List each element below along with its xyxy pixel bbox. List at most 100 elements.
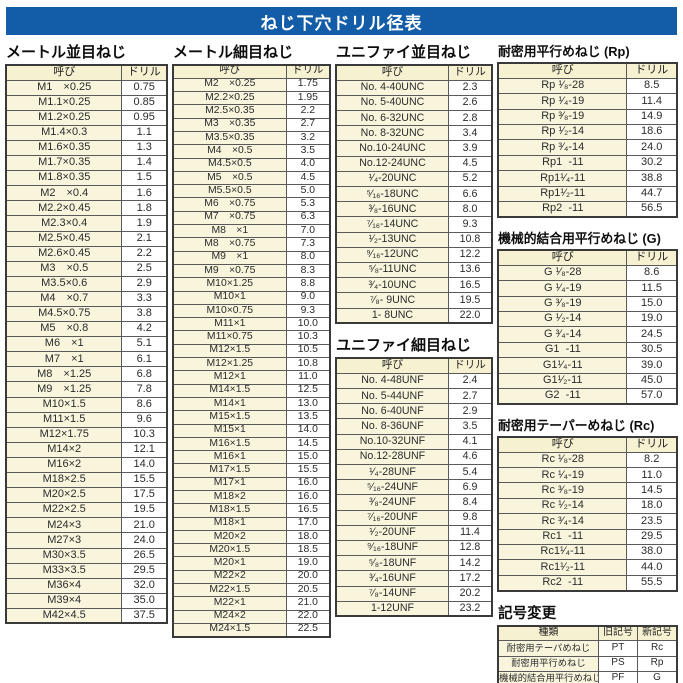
designation-cell: M7 ×1: [5, 351, 123, 368]
header-row: 呼び ドリル: [497, 436, 678, 453]
drill-value-cell: 12.8: [447, 539, 493, 557]
designation-cell: M9 ×1.25: [5, 381, 123, 398]
designation-cell: ¹⁄₄-28UNF: [335, 463, 449, 481]
table-row: M2.6×0.45 2.2: [5, 245, 168, 262]
table-row: Rc1¹⁄₄-11 38.0: [497, 544, 678, 561]
drill-value-cell: 4.1: [447, 433, 493, 450]
drill-value-cell: 4.2: [121, 321, 168, 338]
column-header: 呼び: [497, 436, 628, 453]
drill-value-cell: 2.2: [285, 104, 331, 119]
table-row: M10×1 9.0: [172, 290, 331, 305]
drill-value-cell: 8.3: [285, 263, 331, 279]
table-row: M22×1.5 20.5: [172, 583, 331, 598]
drill-value-cell: 16.5: [447, 277, 493, 294]
drill-value-cell: 20.0: [285, 569, 331, 585]
table-row: M7 ×0.75 6.3: [172, 210, 331, 226]
column-metric-coarse: メートル並目ねじ 呼び ドリル M1 ×0.25 0.75 M1.1×0.25 0.85 M…: [5, 40, 169, 625]
section-symbol-change: 記号変更 種類 旧記号 新記号 耐密用テーパめねじ PT Rc 耐密用平行めねじ PS Rp 機械…: [497, 601, 678, 683]
drill-value-cell: G: [637, 670, 678, 683]
drill-value-cell: 16.5: [285, 503, 331, 518]
designation-cell: M4.5×0.5: [172, 157, 287, 172]
column-header: ドリル: [626, 62, 678, 79]
drill-value-cell: PT: [597, 640, 639, 657]
table-row: No. 4-48UNF 2.4: [335, 372, 493, 390]
drill-value-cell: 16.0: [285, 476, 331, 492]
drill-value-cell: 5.1: [121, 336, 168, 353]
table-row: M8 ×0.75 7.3: [172, 237, 331, 252]
designation-cell: M1.2×0.25: [5, 109, 123, 126]
table-row: Rp ¹⁄₄-19 11.4: [497, 93, 678, 110]
table-row: ⁵⁄₁₆-24UNF 6.9: [335, 479, 493, 496]
designation-cell: ³⁄₄-16UNF: [335, 570, 449, 587]
designation-cell: Rp ¹⁄₂-14: [497, 124, 628, 141]
drill-value-cell: 12.5: [285, 383, 331, 398]
designation-cell: M15×1.5: [172, 410, 287, 425]
table-row: G ¹⁄₂-14 19.0: [497, 310, 678, 328]
table-row: G2 -11 57.0: [497, 387, 678, 405]
designation-cell: M16×1.5: [172, 436, 287, 452]
unified-coarse-table: 呼び ドリル No. 4-40UNC 2.3 No. 5-40UNC 2.6 No. 6-3…: [335, 64, 494, 325]
table-row: ⁵⁄₁₆-18UNC 6.6: [335, 185, 493, 203]
drill-value-cell: 10.8: [447, 231, 493, 248]
drill-value-cell: 29.5: [626, 528, 678, 546]
table-row: M1 ×0.25 0.75: [5, 79, 168, 96]
drill-value-cell: 3.3: [121, 290, 168, 308]
drill-value-cell: 10.5: [285, 343, 331, 359]
designation-cell: M2.2×0.45: [5, 200, 123, 217]
table-row: M5 ×0.5 4.5: [172, 170, 331, 186]
drill-value-cell: 1.6: [121, 185, 168, 202]
designation-cell: G ¹⁄₄-19: [497, 280, 628, 297]
drill-value-cell: 12.2: [447, 246, 493, 263]
drill-value-cell: 7.0: [285, 224, 331, 239]
drill-value-cell: 0.75: [121, 79, 168, 96]
designation-cell: M1.1×0.25: [5, 94, 123, 111]
designation-cell: Rc1¹⁄₂-11: [497, 559, 628, 576]
designation-cell: ³⁄₈-16UNC: [335, 201, 449, 218]
drill-value-cell: 35.0: [121, 592, 168, 609]
designation-cell: M24×1.5: [172, 622, 287, 638]
designation-cell: M8 ×1.25: [5, 366, 123, 383]
drill-value-cell: 0.95: [121, 109, 168, 126]
drill-value-cell: 18.6: [626, 124, 678, 141]
table-row: Rp1 -11 30.2: [497, 154, 678, 172]
table-row: G1¹⁄₄-11 39.0: [497, 357, 678, 374]
designation-cell: M5 ×0.5: [172, 170, 287, 186]
designation-cell: M2.5×0.45: [5, 230, 123, 247]
drill-value-cell: 4.0: [285, 157, 331, 172]
designation-cell: M18×2.5: [5, 472, 123, 489]
table-row: M12×1.75 10.3: [5, 426, 168, 443]
drill-value-cell: 45.0: [626, 372, 678, 389]
drill-value-cell: 1.95: [285, 91, 331, 106]
designation-cell: ⁹⁄₁₆-18UNF: [335, 539, 449, 557]
designation-cell: M4 ×0.7: [5, 290, 123, 308]
metric-coarse-table: 呼び ドリル M1 ×0.25 0.75 M1.1×0.25 0.85 M1.2×0.25 0…: [5, 64, 169, 625]
table-row: M1.6×0.35 1.3: [5, 139, 168, 157]
header-row: 呼び ドリル: [335, 357, 493, 374]
section-unified-fine: ユニファイ細目ねじ 呼び ドリル No. 4-48UNF 2.4 No. 5-44UNF…: [335, 333, 494, 618]
header-row: 呼び ドリル: [335, 64, 493, 81]
table-row: M20×2 18.0: [172, 529, 331, 545]
table-row: G ³⁄₈-19 15.0: [497, 295, 678, 312]
designation-cell: M17×1.5: [172, 463, 287, 478]
designation-cell: M11×1: [172, 317, 287, 332]
table-row: M2 ×0.25 1.75: [172, 77, 331, 93]
drill-value-cell: 44.7: [626, 185, 678, 203]
table-row: M2.2×0.45 1.8: [5, 200, 168, 217]
table-row: M27×3 24.0: [5, 532, 168, 549]
designation-cell: Rp1 -11: [497, 154, 628, 172]
designation-cell: No. 5-44UNF: [335, 388, 449, 405]
drill-value-cell: 23.5: [626, 513, 678, 530]
table-row: M4.5×0.75 3.8: [5, 305, 168, 323]
table-row: M12×1.25 10.8: [172, 357, 331, 372]
designation-cell: ¹⁄₂-20UNF: [335, 524, 449, 541]
designation-cell: M17×1: [172, 476, 287, 492]
table-row: Rc ¹⁄₂-14 18.0: [497, 497, 678, 515]
table-row: G ³⁄₄-14 24.5: [497, 326, 678, 343]
drill-value-cell: 3.8: [121, 305, 168, 323]
drill-value-cell: 5.2: [447, 170, 493, 188]
table-row: ⁷⁄₈- 9UNC 19.5: [335, 292, 493, 309]
table-row: M3.5×0.35 3.2: [172, 130, 331, 146]
table-row: M30×3.5 26.5: [5, 547, 168, 564]
drill-value-cell: 57.0: [626, 387, 678, 405]
